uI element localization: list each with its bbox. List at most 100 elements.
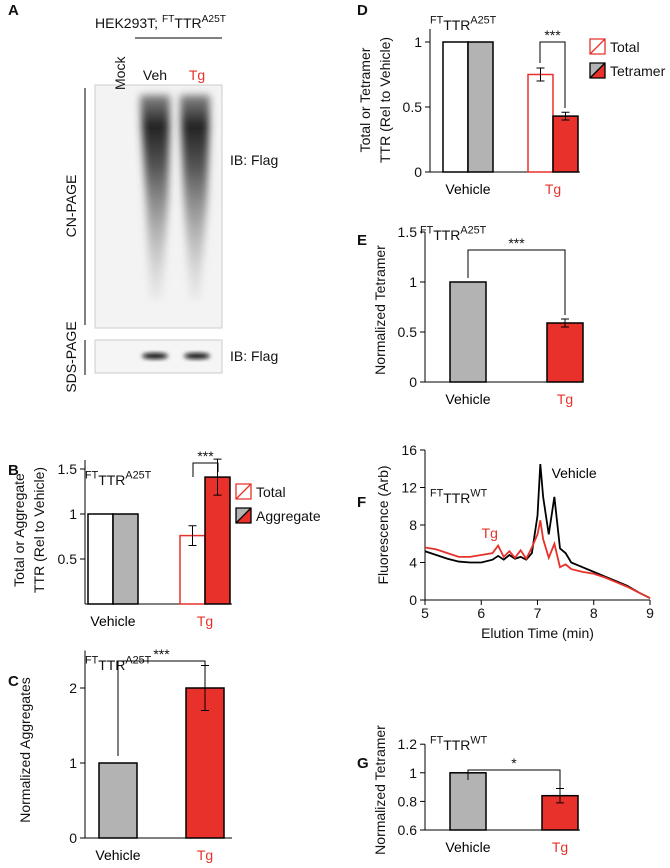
- lane-label: Veh: [143, 67, 167, 83]
- x-axis-label: Elution Time (min): [481, 625, 594, 641]
- significance-bracket: [539, 41, 566, 108]
- title-main: TTR: [174, 15, 201, 31]
- significance-label: ***: [197, 448, 214, 464]
- title-sup-pre: FT: [420, 225, 434, 237]
- title-main: TTR: [98, 657, 125, 673]
- x-tick-label: Vehicle: [445, 181, 490, 197]
- y-tick-label: 12: [401, 480, 417, 496]
- y-tick-label: 1: [69, 506, 77, 522]
- bar: [449, 772, 487, 831]
- legend-label: Total: [610, 39, 640, 55]
- y-tick-label: 1.2: [398, 736, 418, 752]
- y-tick-label: 0.6: [398, 822, 418, 838]
- y-axis-label: Normalized Tetramer: [372, 725, 388, 855]
- title-lead: HEK293T;: [95, 15, 158, 31]
- error-bar: [561, 111, 570, 121]
- panel-letter: B: [8, 462, 19, 479]
- legend-swatch: [235, 483, 252, 500]
- significance-label: *: [511, 755, 517, 771]
- significance-bracket: [467, 249, 566, 315]
- title-sup-pre: FT: [85, 655, 99, 667]
- gel-label: SDS-PAGE: [63, 321, 79, 392]
- bar: [87, 513, 114, 605]
- panel-title: FTTTRA25T: [420, 225, 487, 243]
- title-main: TTR: [433, 227, 460, 243]
- y-tick-label: 2: [69, 680, 77, 696]
- veh-band: [142, 353, 168, 359]
- legend-swatch: [589, 62, 606, 79]
- y-tick-label: 1: [409, 765, 417, 781]
- title-sup: A25T: [125, 470, 151, 482]
- bar: [98, 762, 138, 839]
- x-tick-label: Vehicle: [445, 391, 490, 407]
- bar: [204, 476, 231, 605]
- error-bar: [536, 67, 545, 82]
- antibody-label: IB: Flag: [230, 152, 278, 168]
- bar: [467, 41, 494, 173]
- title-sup-pre: FT: [430, 735, 444, 747]
- legend-label: Total: [256, 484, 286, 500]
- y-axis-label: Total or Tetramer: [357, 47, 373, 152]
- legend-swatch: [235, 507, 252, 524]
- x-tick-label: Tg: [552, 839, 568, 855]
- significance-bracket: [192, 462, 219, 477]
- panel-letter: A: [8, 2, 19, 19]
- y-tick-label: 0: [69, 830, 77, 846]
- y-axis-label: TTR (Rel to Vehicle): [31, 467, 47, 593]
- y-tick-label: 0.5: [403, 99, 423, 115]
- error-bar: [188, 525, 197, 546]
- y-axis-label: Normalized Tetramer: [372, 245, 388, 375]
- bar: [442, 41, 469, 173]
- y-tick-label: 1.5: [58, 461, 78, 477]
- y-tick-label: 1: [414, 34, 422, 50]
- lane-label: Tg: [189, 67, 205, 83]
- lane-label: Mock: [112, 56, 128, 90]
- title-sup: A25T: [470, 15, 496, 27]
- y-tick-label: 1: [69, 755, 77, 771]
- title-main: TTR: [443, 17, 470, 33]
- veh-smear: [140, 95, 170, 300]
- title-main: TTR: [443, 737, 470, 753]
- bar: [185, 687, 225, 839]
- y-axis-label: Total or Aggregate: [11, 473, 27, 587]
- x-tick-label: 9: [646, 605, 654, 621]
- tg-band: [184, 353, 210, 359]
- y-tick-label: 0: [414, 164, 422, 180]
- y-tick-label: 16: [401, 442, 417, 458]
- bar: [552, 115, 579, 173]
- tg-smear: [180, 95, 210, 300]
- title-main: TTR: [443, 490, 470, 506]
- panel-letter: C: [8, 673, 19, 690]
- bar: [527, 73, 554, 173]
- panel-letter: D: [357, 2, 368, 19]
- title-sup: A25T: [460, 225, 486, 237]
- series-label: Tg: [482, 525, 498, 541]
- significance-label: ***: [544, 27, 561, 43]
- antibody-label: IB: Flag: [230, 348, 278, 364]
- y-axis-label: TTR (Rel to Vehicle): [377, 37, 393, 163]
- y-tick-label: 1.5: [398, 224, 418, 240]
- y-tick-label: 0: [409, 592, 417, 608]
- significance-bracket: [117, 660, 206, 756]
- title-sup-pre: FT: [430, 488, 444, 500]
- x-tick-label: 5: [421, 605, 429, 621]
- panel-letter: G: [357, 755, 369, 772]
- x-tick-label: Tg: [545, 181, 561, 197]
- y-tick-label: 4: [409, 555, 417, 571]
- x-tick-label: Vehicle: [90, 613, 135, 629]
- panel-title: HEK293T; FTTTRA25T: [95, 14, 226, 31]
- significance-bracket: [467, 769, 561, 800]
- panel-title: FTTTRA25T: [85, 470, 152, 488]
- title-sup: WT: [470, 735, 487, 747]
- title-sup-pre: FT: [430, 15, 444, 27]
- y-tick-label: 0.5: [58, 551, 78, 567]
- legend-label: Aggregate: [256, 508, 321, 524]
- blot-panel: [84, 37, 223, 375]
- y-axis-label: Normalized Aggregates: [17, 677, 33, 823]
- y-tick-label: 1: [409, 274, 417, 290]
- panel-title: FTTTRWT: [430, 488, 488, 506]
- bar: [449, 281, 487, 383]
- x-tick-label: Tg: [557, 391, 573, 407]
- line-series: [424, 463, 651, 599]
